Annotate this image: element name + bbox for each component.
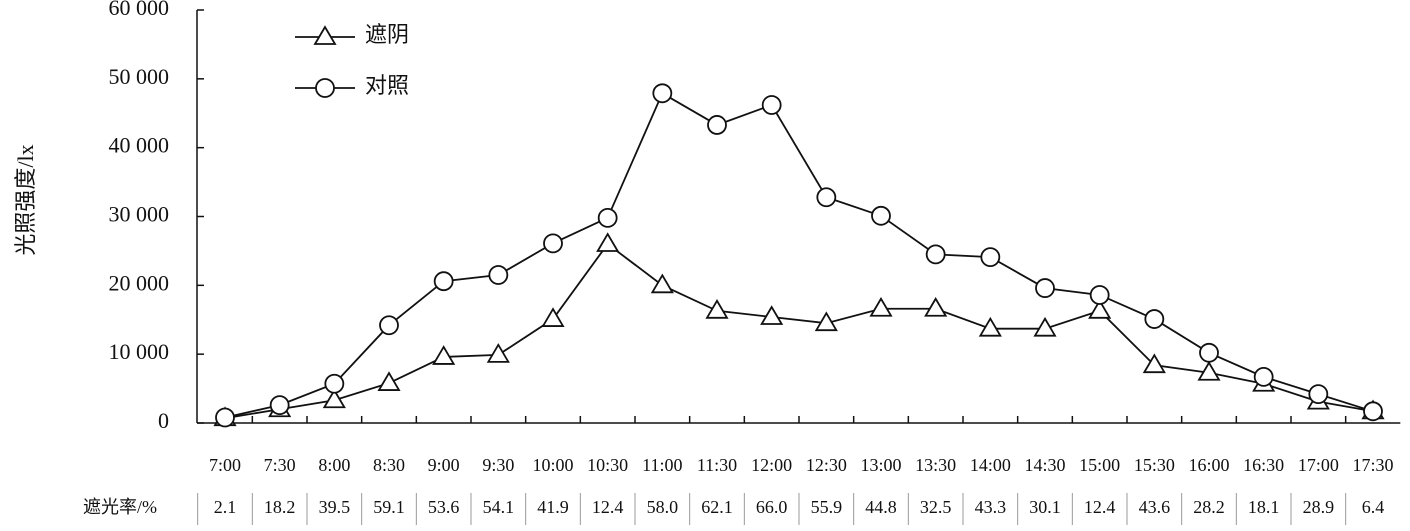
table-cell: 44.8 <box>865 497 897 517</box>
circle-marker <box>1144 309 1165 329</box>
triangle-marker <box>432 345 456 365</box>
triangle-marker <box>814 311 838 332</box>
x-tick-label: 8:30 <box>373 455 405 475</box>
x-tick-label: 12:00 <box>751 455 792 475</box>
triangle-marker <box>1088 299 1112 319</box>
triangle-marker <box>377 371 401 391</box>
table-cell: 28.2 <box>1193 497 1225 517</box>
table-cell: 41.9 <box>537 497 569 517</box>
legend-label: 对照 <box>365 73 409 98</box>
table-cell: 66.0 <box>756 497 788 517</box>
y-tick-label: 50 000 <box>109 64 170 89</box>
x-tick-label: 17:00 <box>1298 455 1339 475</box>
circle-marker <box>1199 342 1219 363</box>
triangle-marker <box>705 299 729 319</box>
table-cell: 18.1 <box>1248 497 1280 517</box>
legend-label: 遮阴 <box>365 22 409 47</box>
x-tick-label: 7:00 <box>209 455 241 475</box>
x-tick-label: 11:30 <box>697 455 737 475</box>
circle-marker <box>871 205 891 226</box>
series-line <box>224 92 1374 419</box>
y-tick-label: 30 000 <box>109 202 170 227</box>
triangle-marker <box>322 388 346 409</box>
triangle-marker <box>486 343 510 363</box>
circle-marker <box>488 265 509 285</box>
table-row-label: 遮光率/% <box>83 497 157 517</box>
y-tick-label: 20 000 <box>109 270 170 295</box>
circle-marker <box>1035 278 1055 298</box>
table-cell: 12.4 <box>592 497 624 517</box>
x-tick-label: 10:00 <box>532 455 573 475</box>
circle-marker <box>761 95 782 115</box>
circle-marker <box>379 315 399 336</box>
y-tick-label: 60 000 <box>109 0 170 20</box>
table-cell: 12.4 <box>1084 497 1116 517</box>
circle-marker <box>980 247 1001 268</box>
x-tick-label: 12:30 <box>806 455 847 475</box>
circle-marker <box>1363 401 1383 422</box>
table-cell: 28.9 <box>1303 497 1335 517</box>
circle-marker <box>215 407 235 428</box>
triangle-marker <box>978 316 1002 337</box>
x-tick-label: 10:30 <box>587 455 628 475</box>
circle-marker <box>707 115 727 135</box>
table-cell: 43.3 <box>975 497 1007 517</box>
table-cell: 18.2 <box>264 497 296 517</box>
table-cell: 30.1 <box>1029 497 1061 517</box>
circle-marker <box>1253 366 1274 387</box>
x-tick-label: 9:00 <box>428 455 460 475</box>
y-tick-label: 40 000 <box>109 133 170 158</box>
x-tick-label: 15:30 <box>1134 455 1175 475</box>
table-cell: 6.4 <box>1362 497 1385 517</box>
table-cell: 55.9 <box>811 497 843 517</box>
triangle-marker <box>924 296 948 317</box>
legend-marker <box>315 78 335 98</box>
triangle-marker <box>1033 316 1057 337</box>
table-cell: 53.6 <box>428 497 460 517</box>
triangle-marker <box>1142 353 1166 374</box>
table-cell: 54.1 <box>483 497 515 517</box>
x-tick-label: 17:30 <box>1352 455 1393 475</box>
x-tick-label: 16:30 <box>1243 455 1284 475</box>
x-tick-label: 9:30 <box>482 455 514 475</box>
table-cell: 39.5 <box>319 497 351 517</box>
table-cell: 59.1 <box>373 497 405 517</box>
x-tick-label: 14:00 <box>970 455 1011 475</box>
circle-marker <box>1089 285 1110 305</box>
circle-marker <box>652 83 673 104</box>
y-tick-label: 10 000 <box>109 339 170 364</box>
x-tick-label: 7:30 <box>264 455 296 475</box>
circle-marker <box>597 207 618 228</box>
triangle-marker <box>760 305 784 325</box>
circle-marker <box>543 233 563 254</box>
table-cell: 2.1 <box>214 497 237 517</box>
circle-marker <box>925 244 946 265</box>
x-tick-label: 15:00 <box>1079 455 1120 475</box>
legend-marker <box>313 25 337 45</box>
y-axis-label: 光照强度/lx <box>13 144 38 255</box>
triangle-marker <box>650 273 674 294</box>
table-cell: 32.5 <box>920 497 952 517</box>
circle-marker <box>816 187 837 208</box>
table-cell: 43.6 <box>1139 497 1171 517</box>
table-cell: 62.1 <box>701 497 733 517</box>
x-tick-label: 14:30 <box>1024 455 1065 475</box>
x-tick-label: 16:00 <box>1188 455 1229 475</box>
y-tick-label: 0 <box>158 408 169 433</box>
circle-marker <box>433 271 454 292</box>
circle-marker <box>269 395 290 416</box>
series-line <box>224 242 1374 420</box>
triangle-marker <box>541 307 565 327</box>
triangle-marker <box>869 296 893 317</box>
x-tick-label: 13:00 <box>860 455 901 475</box>
triangle-marker <box>596 232 620 252</box>
x-tick-label: 11:00 <box>642 455 682 475</box>
x-tick-label: 13:30 <box>915 455 956 475</box>
x-tick-label: 8:00 <box>318 455 350 475</box>
circle-marker <box>324 373 345 394</box>
circle-marker <box>1308 384 1329 404</box>
triangle-marker <box>1197 360 1221 381</box>
table-cell: 58.0 <box>647 497 679 517</box>
